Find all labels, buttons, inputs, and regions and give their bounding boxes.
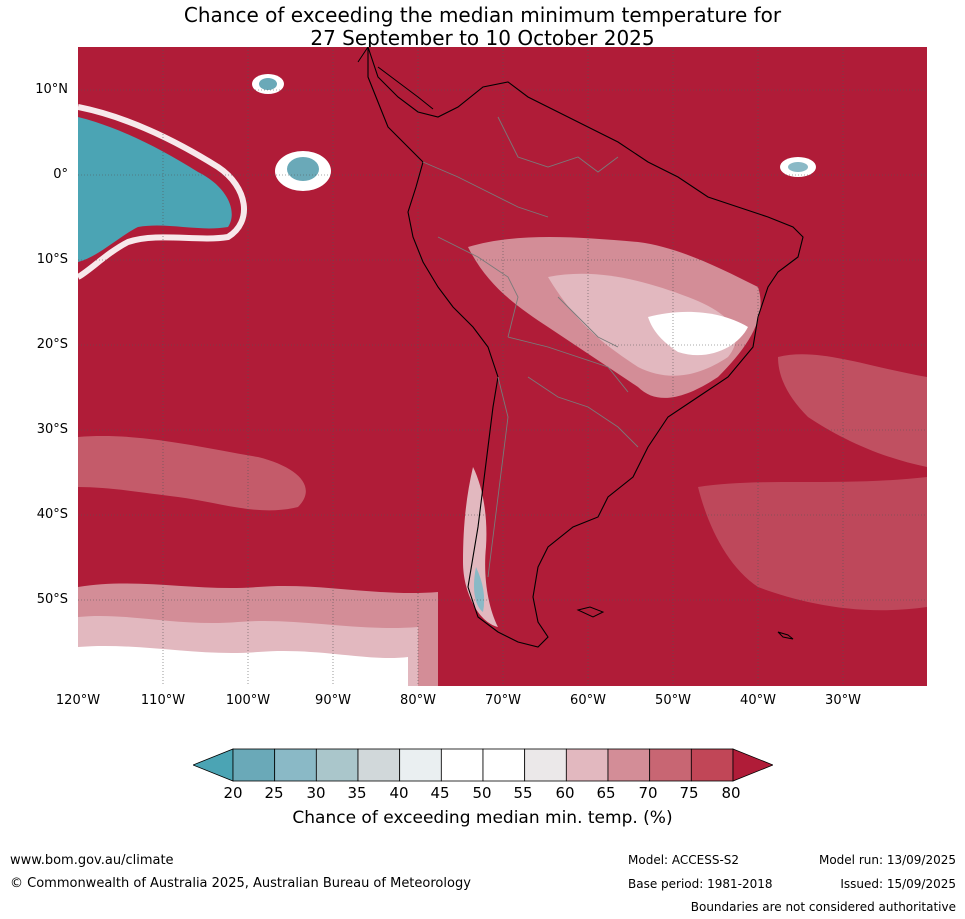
lat-label-50s: 50°S bbox=[36, 592, 68, 607]
lon-label-90w: 90°W bbox=[315, 693, 351, 708]
cool-anomaly-pacific bbox=[78, 117, 232, 262]
title-line-1: Chance of exceeding the median minimum t… bbox=[183, 3, 782, 27]
colorbar-cell bbox=[524, 748, 567, 782]
lon-label-110w: 110°W bbox=[140, 693, 186, 708]
colorbar-cell bbox=[357, 748, 401, 782]
cb-tick-30: 30 bbox=[306, 784, 326, 802]
colorbar-cell bbox=[315, 748, 359, 782]
cb-tick-80: 80 bbox=[721, 784, 741, 802]
footer-model-run: Model run: 13/09/2025 bbox=[818, 853, 956, 867]
colorbar-cell bbox=[274, 748, 317, 782]
cb-tick-60: 60 bbox=[555, 784, 575, 802]
graticule bbox=[78, 47, 927, 686]
lat-label-10s: 10°S bbox=[36, 252, 68, 267]
south-america-coastline bbox=[367, 47, 804, 648]
colorbar-cell bbox=[440, 748, 484, 782]
colorbar bbox=[193, 748, 773, 782]
cb-tick-65: 65 bbox=[596, 784, 616, 802]
cb-tick-20: 20 bbox=[223, 784, 243, 802]
cb-tick-35: 35 bbox=[347, 784, 367, 802]
lat-label-10n: 10°N bbox=[35, 82, 68, 97]
lat-label-40s: 40°S bbox=[36, 507, 68, 522]
footer-base-period: Base period: 1981-2018 bbox=[628, 877, 773, 891]
lon-label-80w: 80°W bbox=[400, 693, 436, 708]
cb-tick-40: 40 bbox=[389, 784, 409, 802]
cb-tick-75: 75 bbox=[679, 784, 699, 802]
cb-tick-50: 50 bbox=[472, 784, 492, 802]
footer-issued: Issued: 15/09/2025 bbox=[840, 877, 956, 891]
lon-label-30w: 30°W bbox=[825, 693, 861, 708]
cb-tick-45: 45 bbox=[430, 784, 450, 802]
cb-tick-25: 25 bbox=[264, 784, 284, 802]
colorbar-cell bbox=[690, 748, 734, 782]
country-borders bbox=[422, 116, 639, 578]
colorbar-cell bbox=[649, 748, 692, 782]
lon-label-40w: 40°W bbox=[740, 693, 776, 708]
cb-tick-55: 55 bbox=[513, 784, 533, 802]
footer-model: Model: ACCESS-S2 bbox=[628, 853, 740, 867]
lon-label-120w: 120°W bbox=[55, 693, 101, 708]
colorbar-arrow-high bbox=[732, 748, 773, 782]
lon-label-100w: 100°W bbox=[225, 693, 271, 708]
map-panel bbox=[78, 47, 927, 686]
map-title: Chance of exceeding the median minimum t… bbox=[0, 4, 965, 50]
map-svg bbox=[78, 47, 927, 686]
lon-label-50w: 50°W bbox=[655, 693, 691, 708]
lon-label-60w: 60°W bbox=[570, 693, 606, 708]
lon-label-70w: 70°W bbox=[485, 693, 521, 708]
lat-label-0: 0° bbox=[53, 167, 68, 182]
footer-copyright: © Commonwealth of Australia 2025, Austra… bbox=[10, 876, 471, 891]
colorbar-cell bbox=[232, 748, 276, 782]
colorbar-cell bbox=[607, 748, 651, 782]
footer-boundaries: Boundaries are not considered authoritat… bbox=[690, 900, 956, 914]
footer-website[interactable]: www.bom.gov.au/climate bbox=[10, 853, 174, 868]
colorbar-arrow-low bbox=[193, 748, 234, 782]
colorbar-title: Chance of exceeding median min. temp. (%… bbox=[292, 808, 673, 828]
colorbar-cell bbox=[565, 748, 609, 782]
lat-label-20s: 20°S bbox=[36, 337, 68, 352]
colorbar-cell bbox=[399, 748, 442, 782]
title-line-2: 27 September to 10 October 2025 bbox=[310, 26, 655, 50]
colorbar-cell bbox=[482, 748, 526, 782]
cb-tick-70: 70 bbox=[638, 784, 658, 802]
lat-label-30s: 30°S bbox=[36, 422, 68, 437]
